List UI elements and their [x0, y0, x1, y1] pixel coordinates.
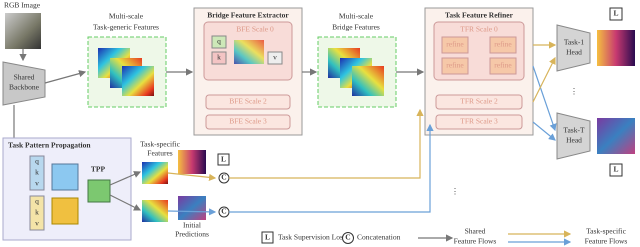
head	[556, 24, 591, 72]
q-label: q	[35, 157, 39, 166]
image-label: RGB Image	[4, 1, 41, 10]
tfr-scale2	[435, 94, 523, 110]
section-label: Initial	[183, 221, 201, 230]
q-label: q	[35, 197, 39, 206]
backbone-line: Shared	[14, 73, 35, 82]
arrow	[532, 121, 556, 141]
feature-map	[142, 200, 168, 222]
cube	[51, 197, 79, 225]
arrow	[44, 70, 87, 84]
head-label: Head	[566, 136, 582, 145]
attention-map	[234, 40, 264, 64]
refine-label: refine	[494, 40, 512, 49]
loss-icon-label: L	[221, 155, 226, 164]
legend-label: Concatenation	[357, 233, 401, 242]
cube	[51, 163, 79, 191]
bfe-scale0-label: BFE Scale 0	[236, 25, 274, 34]
cube	[87, 179, 111, 203]
feature-map	[142, 162, 168, 184]
v-label: v	[273, 53, 277, 62]
arrow	[532, 65, 557, 132]
bfe-scale2-label: BFE Scale 2	[229, 97, 267, 106]
arrow	[167, 208, 217, 216]
legend-label: Feature Flows	[454, 237, 497, 246]
legend-label: Task Supervision Loss	[278, 233, 346, 242]
k-label: k	[35, 168, 39, 177]
k-box	[211, 51, 227, 65]
legend-icon-label: L	[265, 233, 270, 242]
tfr-scale0-label: TFR Scale 0	[460, 25, 498, 34]
concat-icon	[342, 232, 354, 244]
arrow	[229, 123, 434, 213]
loss-icon-label: L	[613, 165, 618, 174]
section-label: Task-specific	[140, 140, 181, 149]
arrow	[167, 172, 217, 181]
ellipsis: ⋮	[451, 187, 459, 196]
prediction	[178, 196, 206, 220]
arrow	[109, 194, 142, 211]
qkv-strip	[29, 195, 45, 231]
k-label: k	[217, 53, 221, 62]
v-label: v	[35, 179, 39, 188]
bfe-scale2	[205, 94, 291, 110]
prediction	[597, 30, 635, 66]
head-label: Task-T	[563, 126, 585, 135]
legend-label: Task-specific	[586, 227, 627, 236]
legend-icon-label: C	[345, 233, 350, 242]
tpp-title: Task Pattern Propagation	[8, 141, 91, 150]
loss-icon	[609, 7, 623, 21]
refine-box	[489, 36, 517, 54]
section-label: Features	[147, 149, 172, 158]
q-label: q	[217, 37, 221, 46]
arrow	[532, 56, 556, 103]
refine-box	[441, 36, 469, 54]
q-box	[211, 35, 227, 49]
concat-icon-label: C	[221, 173, 226, 182]
refine-label: refine	[446, 40, 464, 49]
tfr-scale2-label: TFR Scale 2	[460, 97, 498, 106]
bfe-scale3-label: BFE Scale 3	[229, 117, 267, 126]
backbone	[2, 61, 46, 106]
loss-icon	[609, 163, 623, 177]
v-label: v	[35, 219, 39, 228]
refine-label: refine	[446, 61, 464, 70]
tfr-scale3	[435, 114, 523, 130]
head	[556, 112, 591, 160]
loss-icon-label: L	[613, 9, 618, 18]
prediction	[178, 150, 206, 174]
rgb-image	[5, 13, 41, 49]
arrow	[109, 171, 142, 186]
tfr-scale3-label: TFR Scale 3	[460, 117, 498, 126]
head-label: Task-1	[564, 38, 585, 47]
arrow	[229, 108, 424, 179]
refine-label: refine	[494, 61, 512, 70]
refine-box	[489, 57, 517, 75]
legend-label: Feature Flows	[585, 237, 628, 246]
legend-label: Shared	[465, 227, 486, 236]
bfe-scale3	[205, 114, 291, 130]
tpp-label: TPP	[91, 165, 106, 174]
loss-icon	[217, 153, 230, 166]
section-label: Multi-scale	[109, 12, 144, 21]
qkv-strip	[29, 155, 45, 191]
concat-icon-label: C	[221, 207, 226, 216]
feature-map	[122, 66, 154, 96]
tfr-title: Task Feature Refiner	[445, 11, 514, 20]
bfe-title: Bridge Feature Extractor	[207, 11, 289, 20]
refine-box	[441, 57, 469, 75]
loss-icon	[261, 231, 274, 244]
section-label: Task-generic Features	[93, 23, 159, 32]
backbone-line: Backbone	[9, 83, 40, 92]
section-label: Bridge Features	[332, 23, 380, 32]
head-label: Head	[566, 48, 582, 57]
section-label: Multi-scale	[339, 12, 374, 21]
feature-map	[352, 66, 384, 96]
v-box	[267, 51, 283, 65]
section-label: Predictions	[175, 230, 209, 239]
k-label: k	[35, 208, 39, 217]
ellipsis: ⋮	[570, 87, 578, 96]
prediction	[597, 118, 635, 154]
